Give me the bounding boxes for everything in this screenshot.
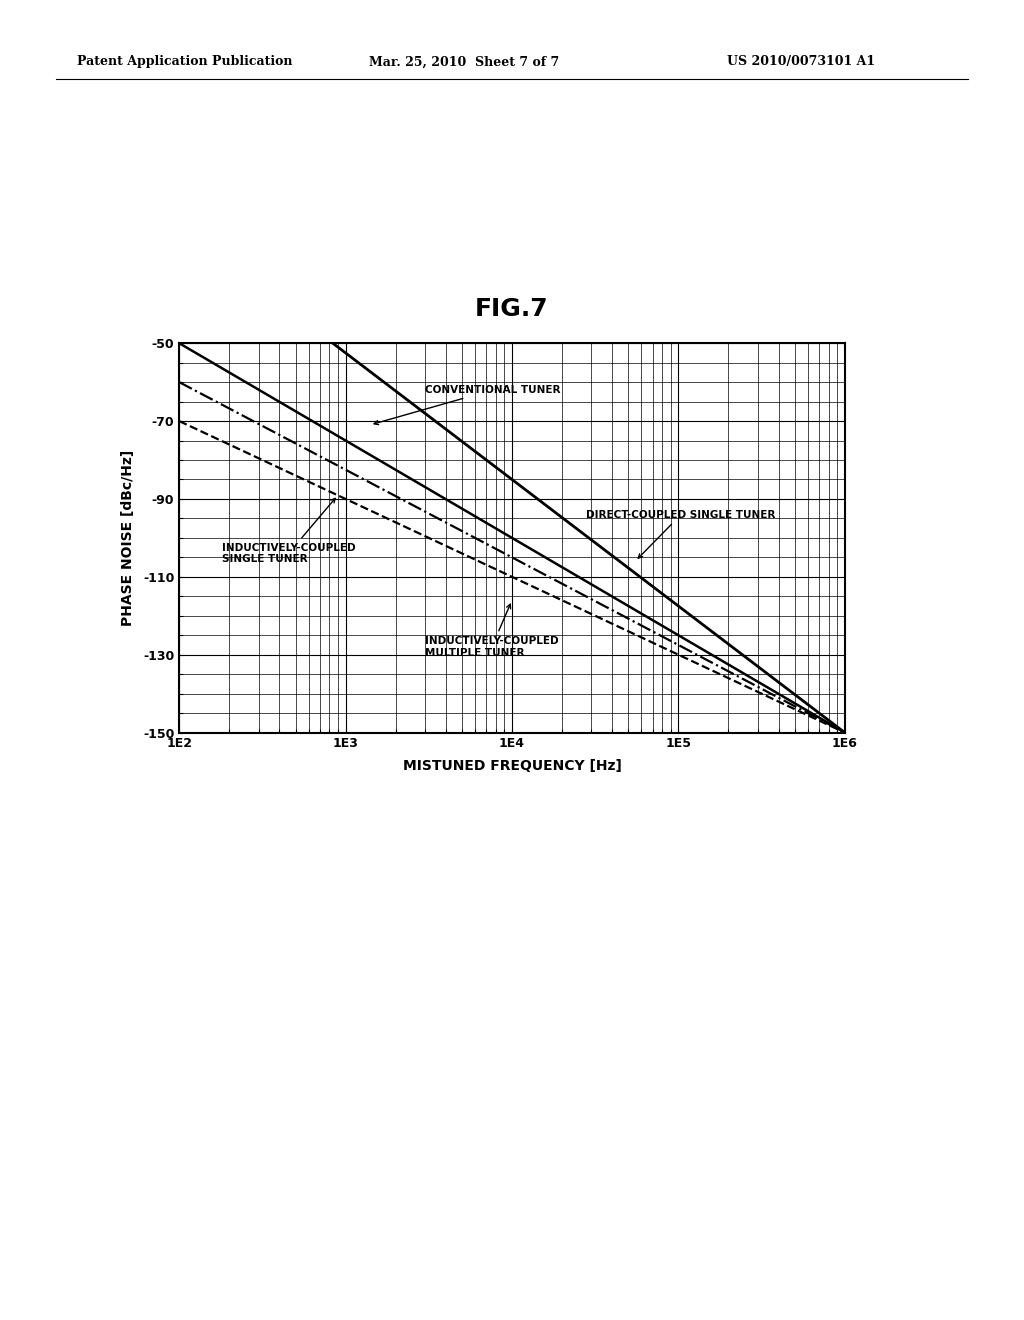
Text: DIRECT-COUPLED SINGLE TUNER: DIRECT-COUPLED SINGLE TUNER <box>587 510 776 558</box>
Text: Mar. 25, 2010  Sheet 7 of 7: Mar. 25, 2010 Sheet 7 of 7 <box>369 55 559 69</box>
Text: INDUCTIVELY-COUPLED
SINGLE TUNER: INDUCTIVELY-COUPLED SINGLE TUNER <box>221 499 355 564</box>
Text: CONVENTIONAL TUNER: CONVENTIONAL TUNER <box>374 385 560 425</box>
Y-axis label: PHASE NOISE [dBc/Hz]: PHASE NOISE [dBc/Hz] <box>121 450 134 626</box>
Text: INDUCTIVELY-COUPLED
MULTIPLE TUNER: INDUCTIVELY-COUPLED MULTIPLE TUNER <box>425 605 559 657</box>
Text: Patent Application Publication: Patent Application Publication <box>77 55 292 69</box>
Text: US 2010/0073101 A1: US 2010/0073101 A1 <box>727 55 876 69</box>
Text: FIG.7: FIG.7 <box>475 297 549 321</box>
X-axis label: MISTUNED FREQUENCY [Hz]: MISTUNED FREQUENCY [Hz] <box>402 759 622 772</box>
